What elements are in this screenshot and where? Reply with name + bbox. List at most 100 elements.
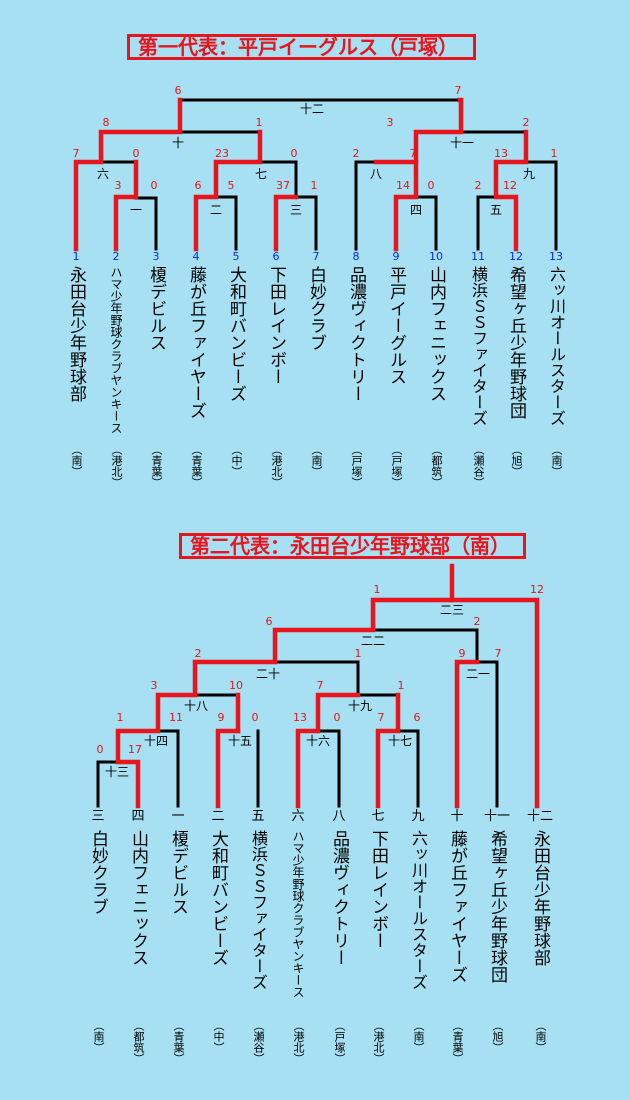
score: 14 — [396, 179, 410, 192]
team-area: （南） — [310, 444, 323, 477]
score: 1 — [255, 116, 263, 129]
round-label: 十五 — [227, 734, 253, 748]
seed-number: 10 — [429, 250, 443, 263]
team-name: 希望ヶ丘少年野球団 — [487, 830, 507, 983]
score: 9 — [217, 711, 225, 724]
round-label: 十二 — [299, 102, 325, 116]
round-label: 十一 — [449, 136, 475, 150]
score: 7 — [409, 147, 417, 160]
first-representative-title: 第一代表：平戸イーグルス（戸塚） — [127, 34, 476, 60]
score: 13 — [494, 147, 508, 160]
score: 7 — [316, 679, 324, 692]
round-label: 八 — [369, 167, 383, 181]
seed-number: 12 — [509, 250, 523, 263]
score: 6 — [194, 179, 202, 192]
score: 2 — [194, 647, 202, 660]
match-label: 一 — [171, 809, 185, 824]
score: 5 — [227, 179, 235, 192]
team-area: （戸塚） — [333, 1020, 346, 1064]
team-area: （瀬谷） — [252, 1020, 265, 1064]
team-name: 榎デビルス — [146, 266, 166, 351]
team-area: （戸塚） — [390, 444, 403, 488]
match-label: 十一 — [483, 809, 511, 824]
score: 1 — [550, 147, 558, 160]
team-area: （瀬谷） — [472, 444, 485, 488]
score: 7 — [377, 711, 385, 724]
match-label: 四 — [131, 809, 145, 824]
team-name: 大和町バンビーズ — [208, 830, 228, 966]
score: 2 — [474, 179, 482, 192]
seed-number: 8 — [352, 250, 360, 263]
team-name: 平戸イーグルス — [386, 266, 406, 385]
team-area: （南） — [550, 444, 563, 477]
match-label: 六 — [291, 809, 305, 824]
team-name: 希望ヶ丘少年野球団 — [506, 266, 526, 419]
match-label: 七 — [371, 809, 385, 824]
team-area: （南） — [92, 1020, 105, 1053]
round-label: 十七 — [387, 734, 413, 748]
round-label: 二二 — [360, 634, 386, 648]
match-label: 八 — [332, 809, 346, 824]
score: 1 — [373, 583, 381, 596]
round-label: 四 — [409, 203, 423, 217]
seed-number: 13 — [549, 250, 563, 263]
match-label: 十 — [450, 809, 464, 824]
team-name: 白妙クラブ — [88, 830, 108, 915]
team-area: （都筑） — [132, 1020, 145, 1064]
team-area: （青葉） — [451, 1020, 464, 1064]
score: 12 — [503, 179, 517, 192]
seed-number: 11 — [471, 250, 485, 263]
score: 3 — [114, 179, 122, 192]
team-name: 白妙クラブ — [306, 266, 326, 351]
team-name: ハマ少年野球クラブヤンキース — [291, 830, 305, 998]
score: 6 — [174, 84, 182, 97]
team-name: 横浜ＳＳファイターズ — [469, 266, 488, 426]
match-label: 十二 — [526, 809, 554, 824]
score: 12 — [530, 583, 544, 596]
score: 0 — [132, 147, 140, 160]
score: 0 — [333, 711, 341, 724]
team-name: 永田台少年野球部 — [530, 830, 550, 966]
seed-number: 2 — [112, 250, 120, 263]
team-area: （旭） — [491, 1020, 504, 1053]
score: 11 — [169, 711, 183, 724]
score: 1 — [116, 711, 124, 724]
team-area: （港北） — [372, 1020, 385, 1064]
team-area: （南） — [534, 1020, 547, 1053]
team-name: 横浜ＳＳファイターズ — [249, 830, 268, 990]
round-label: 十 — [171, 136, 185, 150]
score: 9 — [458, 647, 466, 660]
team-name: 藤が丘ファイヤーズ — [186, 266, 206, 419]
score: 7 — [72, 147, 80, 160]
team-area: （南） — [412, 1020, 425, 1053]
team-name: 山内フェニックス — [426, 266, 446, 402]
round-label: 五 — [489, 203, 503, 217]
seed-number: 6 — [272, 250, 280, 263]
team-name: 六ッ川オールスターズ — [409, 830, 428, 990]
score: 3 — [386, 116, 394, 129]
round-label: 二一 — [465, 667, 491, 681]
score: 7 — [494, 647, 502, 660]
round-label: 十九 — [347, 699, 373, 713]
round-label: 七 — [254, 167, 268, 181]
score: 3 — [150, 679, 158, 692]
round-label: 六 — [96, 167, 110, 181]
team-area: （青葉） — [172, 1020, 185, 1064]
team-area: （青葉） — [150, 444, 163, 488]
round-label: 二三 — [439, 603, 465, 617]
score: 6 — [413, 711, 421, 724]
seed-number: 4 — [192, 250, 200, 263]
team-area: （青葉） — [190, 444, 203, 488]
score: 13 — [293, 711, 307, 724]
round-label: 十八 — [183, 699, 209, 713]
round-label: 十四 — [143, 734, 169, 748]
team-area: （中） — [212, 1020, 225, 1053]
round-label: 十三 — [104, 765, 130, 779]
match-label: 二 — [211, 809, 225, 824]
score: 1 — [354, 647, 362, 660]
team-name: 品濃ヴィクトリー — [346, 266, 366, 402]
score: 7 — [454, 84, 462, 97]
score: 8 — [102, 116, 110, 129]
score: 2 — [473, 615, 481, 628]
